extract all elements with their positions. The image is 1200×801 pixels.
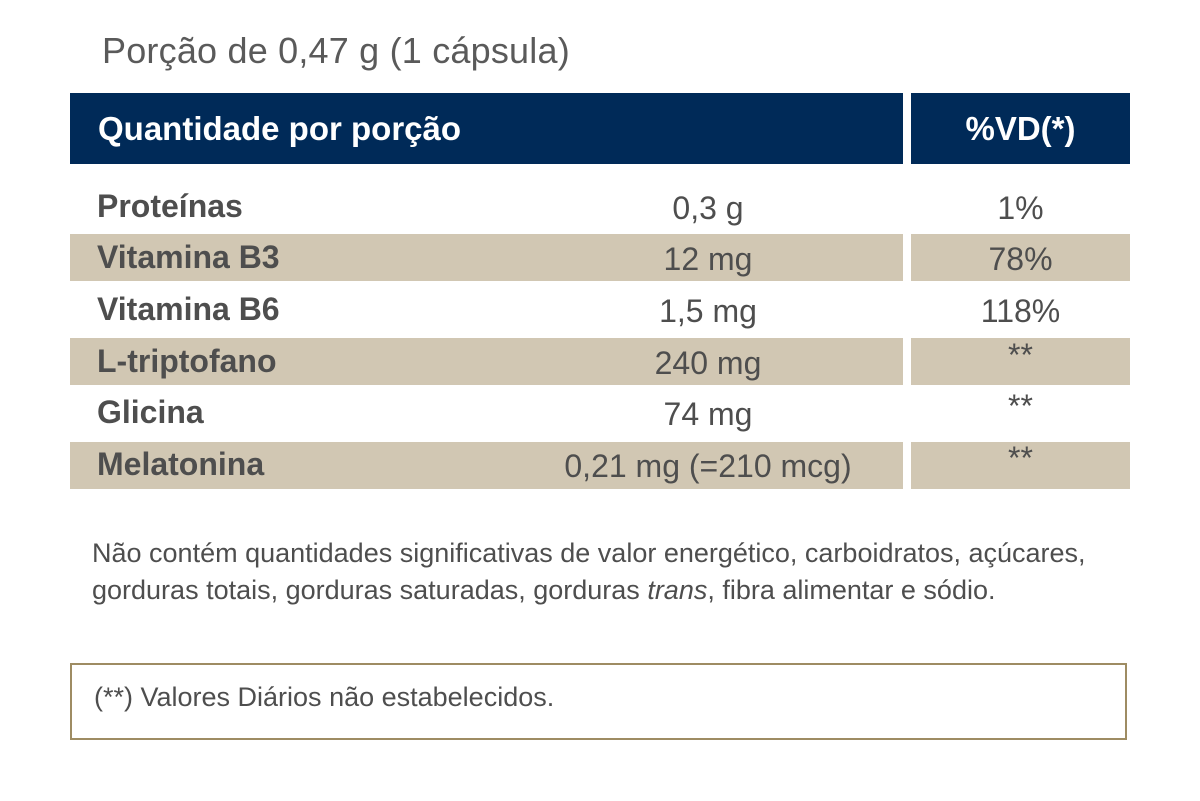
row-band-right [911,338,1130,385]
nutrient-name: Proteínas [97,188,243,224]
row-band-left [70,442,903,489]
serving-size: Porção de 0,47 g (1 cápsula) [102,30,570,71]
nutrient-name: Vitamina B3 [97,239,280,275]
note-text: Não contém quantidades significativas de… [92,538,1086,605]
nutrient-amount: 0,3 g [672,190,744,226]
footnote-text: (**) Valores Diários não estabelecidos. [94,682,555,712]
nutrient-vd: ** [1008,440,1033,476]
nutrient-amount: 240 mg [654,345,762,381]
nutrient-vd: 78% [988,241,1053,277]
nutrient-name: Vitamina B6 [97,291,280,327]
header-vd-label: %VD(*) [965,109,1076,147]
row-band-left [70,338,903,385]
row-band-left [70,234,903,281]
nutrient-amount: 74 mg [663,396,753,432]
nutrient-vd: ** [1008,337,1033,373]
nutrient-amount: 0,21 mg (=210 mcg) [564,448,852,484]
nutrient-name: L-triptofano [97,343,277,379]
header-vd: %VD(*) [911,93,1130,164]
nutrient-vd: 1% [997,190,1044,226]
footnote-box: (**) Valores Diários não estabelecidos. [70,663,1127,740]
nutrient-vd: ** [1008,388,1033,424]
row-band-right [911,234,1130,281]
row-band-right [911,442,1130,489]
header-quantity: Quantidade por porção [70,93,903,164]
nutrient-amount: 1,5 mg [659,293,757,329]
nutrient-name: Melatonina [97,446,265,482]
nutrition-note: Não contém quantidades significativas de… [92,535,1152,609]
header-quantity-label: Quantidade por porção [98,109,462,147]
nutrient-name: Glicina [97,394,204,430]
note-italic-text: trans [647,575,708,605]
note-text-end: , fibra alimentar e sódio. [707,575,996,605]
nutrient-vd: 118% [980,293,1061,329]
nutrient-amount: 12 mg [663,241,753,277]
